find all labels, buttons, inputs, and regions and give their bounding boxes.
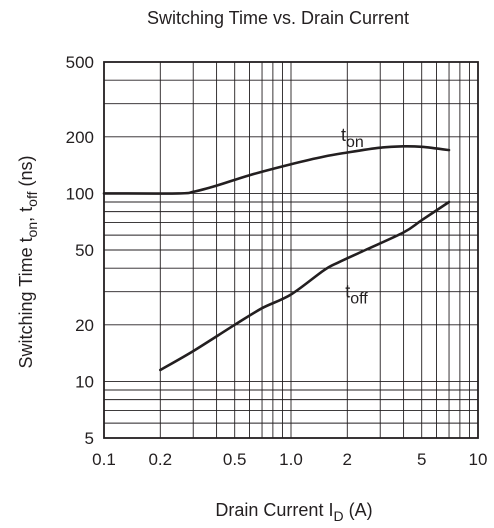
x-tick-label: 2 (343, 450, 352, 469)
y-tick-label: 10 (75, 372, 94, 391)
y-tick-label: 100 (66, 184, 94, 203)
series-line-t-on (102, 144, 451, 195)
x-tick-labels: 0.1 0.2 0.5 1.0 2 5 10 (92, 450, 487, 469)
y-tick-label: 50 (75, 241, 94, 260)
chart-title: Switching Time vs. Drain Current (147, 8, 409, 28)
series-annotations: ton toff (341, 125, 368, 307)
y-axis-label-unit: (ns) (16, 156, 36, 192)
x-tick-label: 10 (469, 450, 488, 469)
x-tick-label: 1.0 (279, 450, 303, 469)
y-axis-label-sub-on: on (24, 222, 40, 238)
series-line-t-off (159, 200, 451, 372)
series-group (102, 144, 451, 372)
x-axis-label-sub: D (333, 508, 343, 524)
y-axis-label-sub-off: off (24, 191, 40, 206)
y-axis-label-mid: , t (16, 207, 36, 222)
x-axis-label-main: Drain Current I (215, 500, 333, 520)
y-tick-label: 500 (66, 53, 94, 72)
y-axis-label-pre: Switching Time t (16, 237, 36, 368)
y-axis-label: Switching Time ton, toff (ns) (16, 156, 40, 369)
y-tick-labels: 5 10 20 50 100 200 500 (66, 53, 94, 448)
y-tick-label: 20 (75, 316, 94, 335)
plot-frame (103, 61, 479, 439)
x-tick-label: 0.2 (148, 450, 172, 469)
x-tick-label: 0.5 (223, 450, 247, 469)
grid (104, 62, 478, 438)
y-tick-label: 5 (85, 429, 94, 448)
x-axis-label: Drain Current ID (A) (215, 500, 372, 524)
x-tick-label: 0.1 (92, 450, 116, 469)
y-tick-label: 200 (66, 128, 94, 147)
x-axis-label-unit: (A) (344, 500, 373, 520)
series-label-t-on: ton (341, 125, 364, 151)
series-label-t-off: toff (345, 281, 368, 307)
x-tick-label: 5 (417, 450, 426, 469)
